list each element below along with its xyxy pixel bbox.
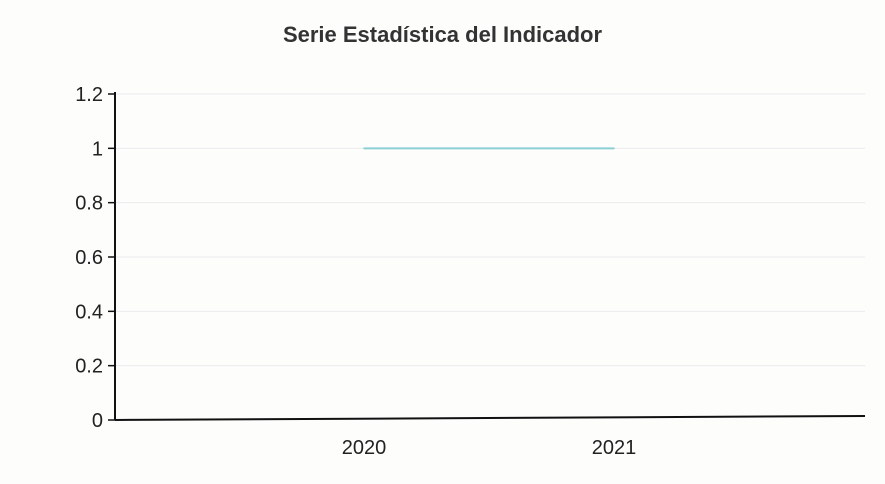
y-tick-label-4: 0.8 (75, 193, 103, 215)
y-tick-label-2: 0.4 (75, 301, 103, 323)
chart-title: Serie Estadística del Indicador (282, 22, 603, 47)
data-point-0-1 (613, 147, 615, 150)
x-axis (114, 415, 866, 421)
data-point-0-0 (363, 147, 365, 150)
x-tick-label-1: 2021 (592, 437, 637, 459)
x-tick-label-0: 2020 (342, 437, 387, 459)
y-tick-label-3: 0.6 (75, 247, 103, 269)
y-tick-label-6: 1.2 (75, 84, 103, 106)
y-tick-label-1: 0.2 (75, 356, 103, 378)
y-tick-label-5: 1 (92, 138, 103, 160)
y-tick-label-0: 0 (92, 410, 103, 432)
